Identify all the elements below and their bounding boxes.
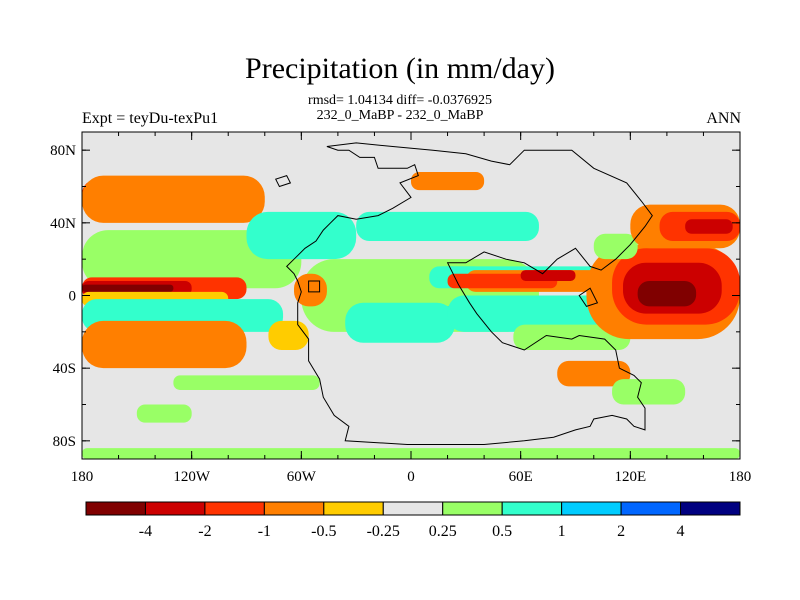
anomaly-region-25 [520,270,576,281]
anomaly-region-20 [268,320,309,350]
island-outline-0 [274,174,292,188]
colorbar-label: -1 [258,523,271,540]
colorbar-label: -2 [198,523,211,540]
colorbar-box-3 [263,501,325,516]
y-tick-label: 0 [69,289,77,305]
stats-block: rmsd= 1.04134 diff= -0.0376925 232_0_MaB… [0,93,800,123]
anomaly-region-43 [136,404,192,423]
anomaly-region-17 [345,302,455,343]
x-tick-label: 60E [509,469,533,485]
anomaly-region-2 [82,230,302,289]
anomaly-region-41 [612,379,686,405]
y-tick-label: 80S [53,434,76,450]
anomaly-region-5 [82,284,174,292]
colorbar-box-9 [620,501,682,516]
x-tick-label: 0 [407,469,415,485]
colorbar-label: 4 [677,523,685,540]
anomaly-region-35 [593,233,638,260]
anomaly-region-13 [246,211,357,260]
colorbar-box-0 [85,501,146,516]
stats-line: rmsd= 1.04134 diff= -0.0376925 [308,93,492,108]
colorbar-label: -0.25 [367,523,400,540]
colorbar-box-5 [382,501,444,516]
x-tick-label: 120E [614,469,646,485]
anomaly-region-40 [557,360,631,387]
anomaly-region-14 [356,211,539,241]
season-label: ANN [706,110,741,127]
colorbar-label: -4 [139,523,152,540]
colorbar-box-8 [561,501,622,516]
y-tick-label: 80N [50,143,76,159]
colorbar-box-10 [680,501,741,516]
anomaly-region-44 [173,375,320,390]
anomaly-region-34 [637,280,697,307]
x-tick-label: 120W [173,469,211,485]
x-tick-label: 180 [729,469,752,485]
map-outline-layer [274,142,653,445]
continent-outline [285,142,653,445]
anomaly-region-19 [294,273,327,307]
y-tick-label: 40N [50,216,76,232]
colorbar-label: 0.5 [492,523,512,540]
map-fill-layer [82,132,740,459]
colorbar-label: 2 [617,523,625,540]
colorbar: -4 -2 -1 -0.5 -0.25 0.25 0.5 1 2 4 [85,501,741,540]
x-tick-label: 60W [287,469,317,485]
anomaly-region-39 [411,171,485,191]
anomaly-region-38 [685,219,733,234]
colorbar-box-4 [323,501,384,516]
island-outline-2 [578,287,599,307]
x-tick-label: 180 [71,469,94,485]
island-outline-1 [308,280,321,293]
map-axes: 180 120W 60W 0 60E 120E 180 80N 40N 0 40S 80S [50,131,752,485]
anomaly-region-12 [82,175,265,223]
colorbar-label: 1 [558,523,566,540]
chart-title: Precipitation (in mm/day) [245,52,555,85]
case-subtitle: 232_0_MaBP - 232_0_MaBP [316,108,484,123]
anomaly-region-10 [82,320,247,369]
experiment-label: Expt = teyDu-texPu1 [82,110,219,127]
colorbar-label: 0.25 [429,523,457,540]
y-tick-label: 40S [53,361,76,377]
colorbar-box-7 [501,501,563,516]
colorbar-box-2 [204,501,265,516]
anomaly-region-30 [513,324,631,350]
colorbar-label: -0.5 [311,523,336,540]
colorbar-box-6 [442,501,503,516]
colorbar-box-1 [144,501,206,516]
